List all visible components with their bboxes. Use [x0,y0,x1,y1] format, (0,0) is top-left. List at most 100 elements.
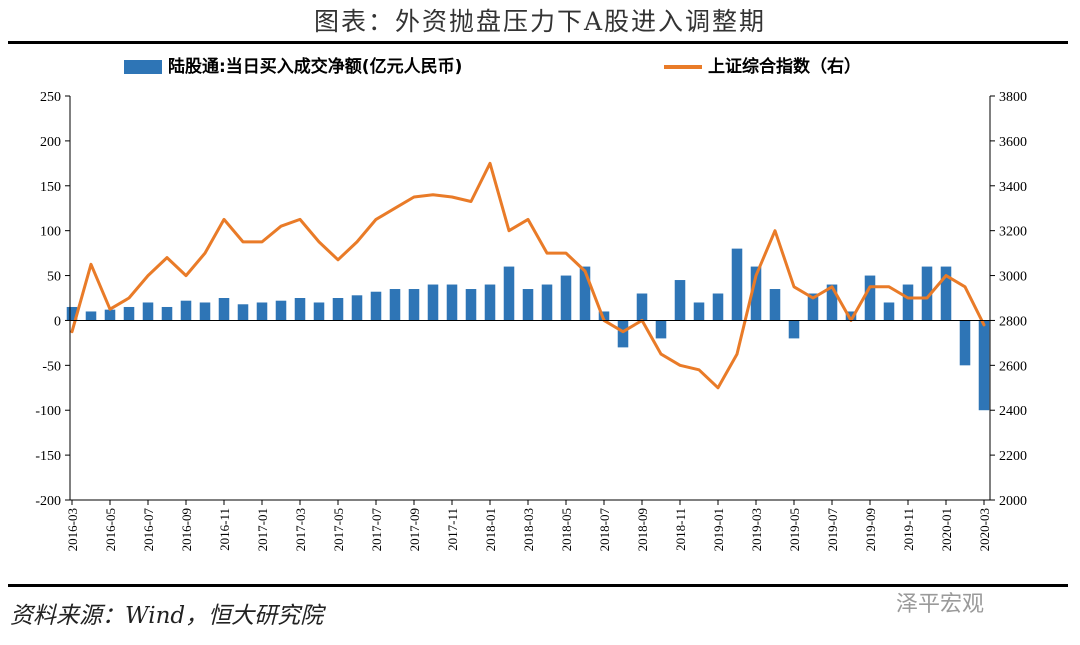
bar [712,293,724,321]
x-tick-label: 2017-07 [369,508,384,552]
bar [693,302,705,321]
bar [370,291,382,321]
bar [959,320,971,366]
bar [541,284,553,321]
bar [161,306,173,321]
bar [123,306,135,321]
y-left-tick-label: -100 [35,404,61,419]
bar [408,289,420,321]
bar [750,266,762,321]
x-tick-label: 2016-05 [103,508,118,551]
line-series [70,161,986,390]
bar [294,298,306,321]
x-tick-label: 2018-03 [521,508,536,551]
bar [617,320,629,348]
y-left-tick-label: 50 [47,270,61,285]
y-left-tick-label: 200 [40,135,61,150]
bar [313,302,325,321]
x-tick-label: 2020-03 [977,508,992,551]
legend: 陆股通:当日买入成交净额(亿元人民币) 上证综合指数（右） [124,56,861,77]
bar [598,311,610,321]
bar [579,266,591,321]
x-tick-label: 2016-09 [179,508,194,551]
x-tick-label: 2019-09 [863,508,878,551]
watermark: 泽平宏观 [896,592,985,617]
bar [902,284,914,321]
bar [826,284,838,321]
bar [142,302,154,321]
y-left-tick-label: -200 [35,494,61,509]
x-tick-label: 2017-11 [445,508,460,551]
y-right-tick-label: 2800 [999,314,1027,329]
y-left-tick-label: 0 [54,314,61,329]
x-tick-label: 2017-09 [407,508,422,551]
bar [655,320,667,339]
x-tick-label: 2018-05 [559,508,574,551]
x-tick-label: 2019-05 [787,508,802,551]
source-note: 资料来源：Wind，恒大研究院 [10,603,324,629]
bar [788,320,800,339]
x-tick-label: 2016-03 [65,508,80,551]
y-left-tick-label: -50 [42,359,61,374]
bar-series [66,248,990,411]
bar [674,280,686,321]
y-right-tick-label: 2600 [999,359,1027,374]
bar [180,300,192,321]
x-tick-label: 2018-09 [635,508,650,551]
chart-title: 图表：外资抛盘压力下A股进入调整期 [313,7,767,36]
x-tick-label: 2017-05 [331,508,346,551]
bar [845,311,857,321]
bar [66,306,78,321]
bar [256,302,268,321]
legend-bar-swatch [124,60,162,74]
x-tick-label: 2019-07 [825,508,840,552]
bar [864,275,876,321]
bar [484,284,496,321]
bar [522,289,534,321]
y-left-tick-label: 150 [40,180,61,195]
bar [636,293,648,321]
x-tick-label: 2016-07 [141,508,156,552]
bar [940,266,952,321]
bar [560,275,572,321]
x-tick-label: 2016-11 [217,508,232,551]
bottom-rule [8,584,1068,587]
y-right-tick-label: 3000 [999,270,1027,285]
x-tick-label: 2019-03 [749,508,764,551]
y-right-tick-label: 2000 [999,494,1027,509]
x-tick-label: 2018-01 [483,508,498,551]
y-right-tick-label: 3200 [999,225,1027,240]
bar [275,300,287,321]
bar [978,320,990,411]
y-left-tick-label: -150 [35,449,61,464]
bar [503,266,515,321]
bar [85,311,97,321]
y-right-tick-label: 3400 [999,180,1027,195]
bar [769,289,781,321]
bar [446,284,458,321]
x-tick-label: 2019-01 [711,508,726,551]
index-line [70,161,986,390]
bar [883,302,895,321]
bar [199,302,211,321]
bar [921,266,933,321]
y-right-tick-label: 3800 [999,90,1027,105]
bar [351,295,363,321]
bar [807,293,819,321]
x-tick-label: 2018-07 [597,508,612,552]
bar [218,298,230,321]
legend-bar-label: 陆股通:当日买入成交净额(亿元人民币) [168,56,462,77]
legend-line-label: 上证综合指数（右） [708,56,861,77]
axes: 250 200 150 100 50 0 -50 -100 -150 -200 3800 3600 34… [35,90,1027,551]
y-right-tick-label: 2400 [999,404,1027,419]
x-tick-label: 2017-03 [293,508,308,551]
y-left-tick-label: 250 [40,90,61,105]
bar [237,304,249,321]
bar [389,289,401,321]
bar [332,298,344,321]
bar [465,289,477,321]
x-tick-label: 2017-01 [255,508,270,551]
top-rule [8,41,1068,44]
y-left-tick-label: 100 [40,225,61,240]
